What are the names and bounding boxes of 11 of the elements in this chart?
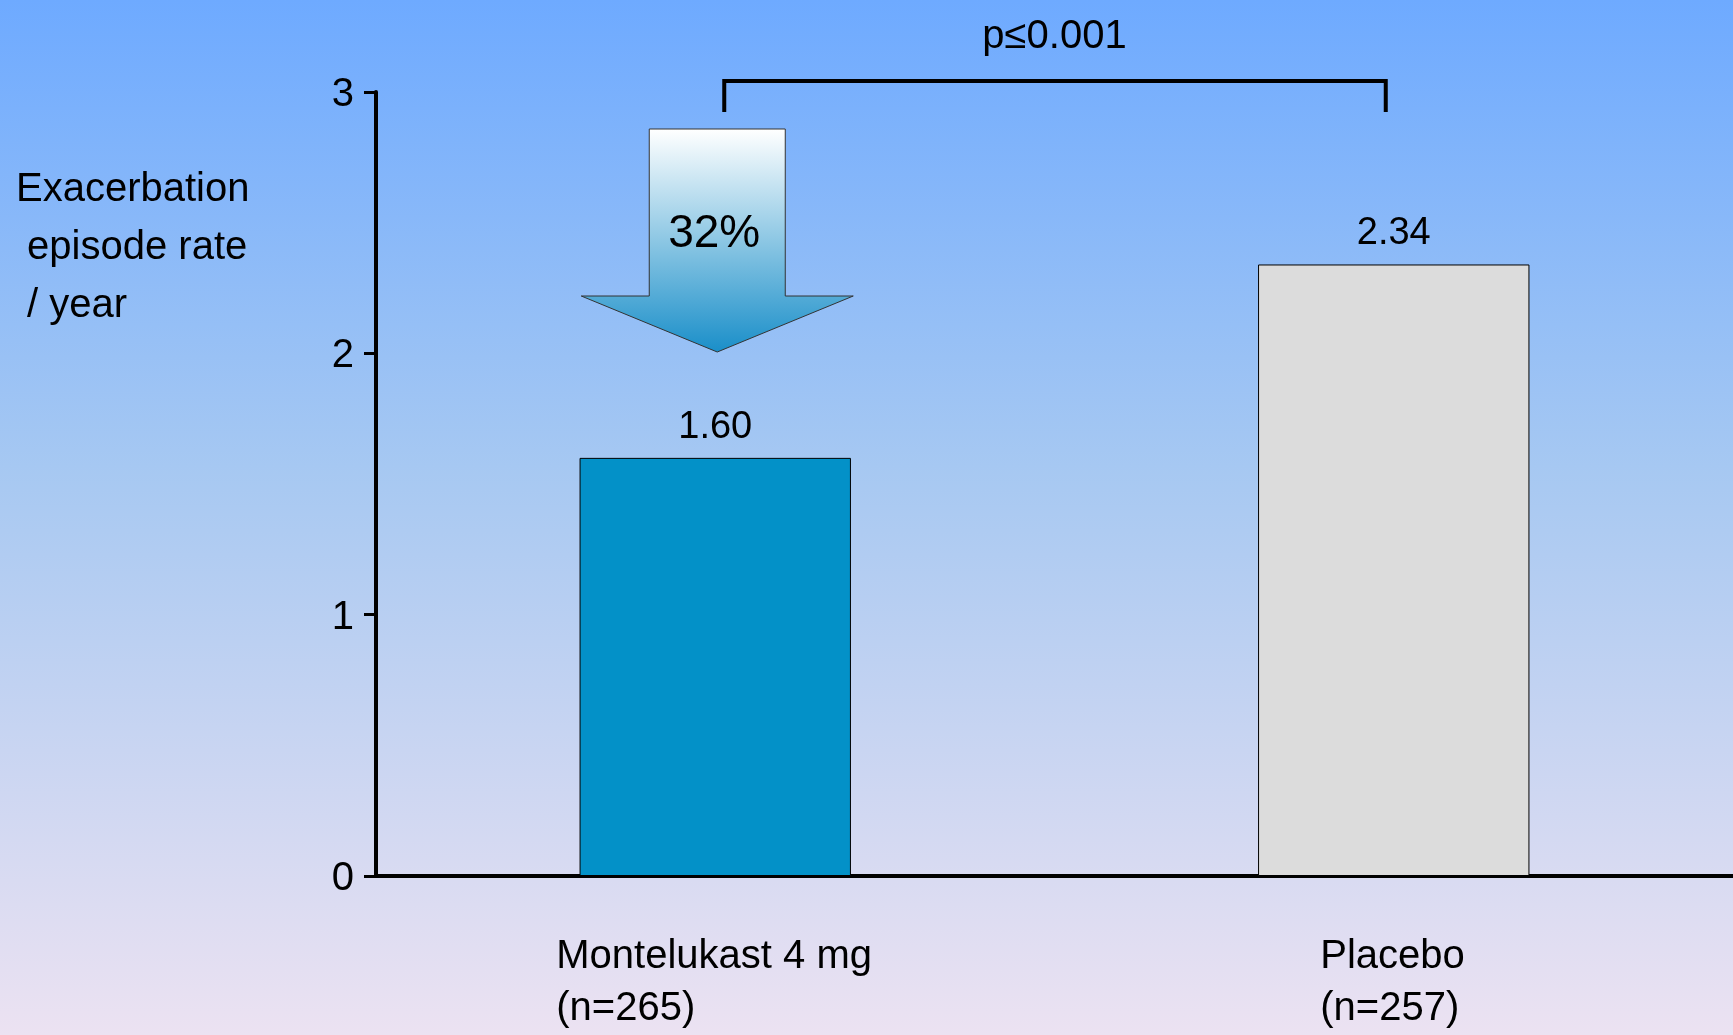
- y-axis-title: Exacerbation episode rate / year: [16, 165, 250, 325]
- text: p≤0.001: [982, 12, 1127, 56]
- x-tick-label: Montelukast 4 mg (n=265): [556, 932, 872, 1028]
- y-tick-label: 3: [331, 70, 354, 114]
- data-label: 2.34: [1356, 210, 1431, 253]
- annotation: 32%: [668, 205, 761, 257]
- data-label: 1.60: [678, 403, 753, 446]
- y-tick-label: 2: [331, 331, 354, 376]
- y-tick-label: 1: [331, 592, 354, 637]
- y-tick-label: 0: [331, 854, 354, 898]
- x-tick-label: Placebo (n=257): [1320, 932, 1465, 1028]
